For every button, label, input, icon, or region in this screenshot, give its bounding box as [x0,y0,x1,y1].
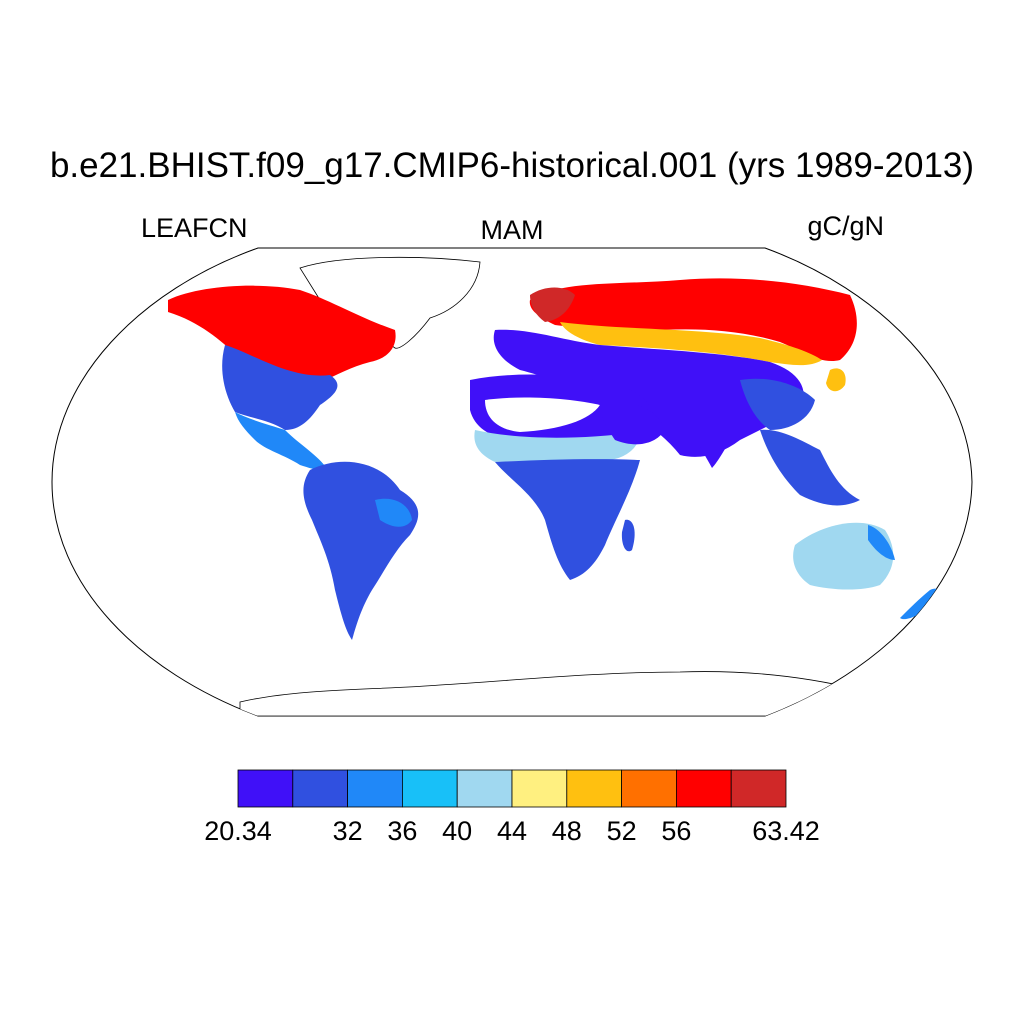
season-label: MAM [480,215,544,245]
sahara-white [485,397,600,432]
colorbar-swatch [730,769,787,808]
colorbar-swatch [237,769,294,808]
colorbar-tick-label: 44 [496,816,528,846]
colorbar-swatch [621,769,677,808]
map-title: b.e21.BHIST.f09_g17.CMIP6-historical.001… [49,146,975,185]
colorbar-swatch [292,769,348,808]
colorbar-tick-label: 36 [387,816,418,846]
colorbar-tick-label: 52 [606,816,637,846]
colorbar-tick-label: 63.42 [752,816,820,846]
colorbar-swatch [401,769,458,808]
eurasia-east [740,378,815,430]
colorbar-tick-label: 20.34 [204,816,272,846]
colorbar-swatch [347,769,403,808]
colorbar-swatch [511,769,568,808]
north-america-central [235,412,328,471]
japan [826,368,846,392]
africa-south [495,459,640,580]
colorbar-tick-label: 32 [332,816,363,846]
antarctica [239,671,861,716]
eurasia-scandinavia [530,287,575,322]
colorbar-swatch [456,769,513,808]
variable-label: LEAFCN [141,213,248,243]
north-america-temperate [222,345,338,430]
arabia [599,399,665,445]
colorbar-swatch [676,769,732,808]
madagascar [621,519,635,552]
se-asia [760,429,860,506]
north-america-boreal [168,285,396,392]
eurasia-transition [560,322,822,366]
colorbar-tick-label: 48 [551,816,582,846]
units-label: gC/gN [807,211,884,241]
south-america-dry [375,498,412,527]
australia-coast [868,525,895,560]
india [690,408,731,468]
eurasia-boreal [529,278,857,361]
colorbar-tick-label: 56 [661,816,692,846]
colorbar-swatch [566,769,622,808]
colorbar-tick-label: 40 [442,816,473,846]
africa-sahel [474,430,640,462]
new-zealand [900,588,941,620]
